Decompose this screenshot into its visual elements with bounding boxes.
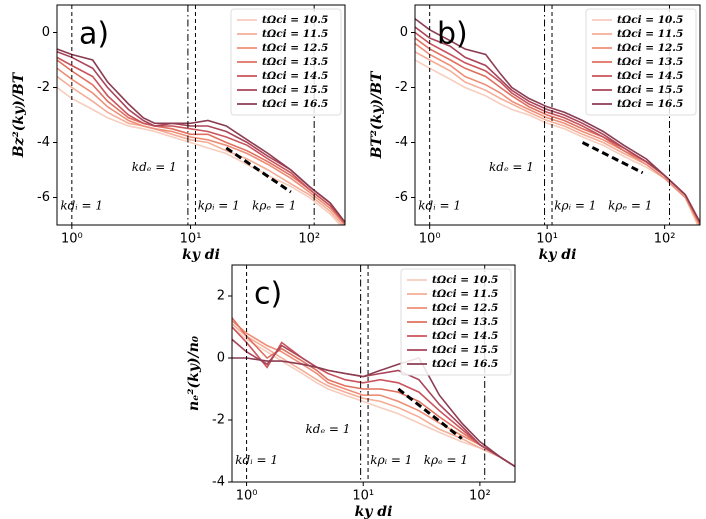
- annotation: kρᵢ = 1: [370, 453, 412, 467]
- annotation: kdᵢ = 1: [60, 198, 103, 212]
- annotation: kdₑ = 1: [306, 422, 351, 436]
- series-line: [415, 18, 700, 223]
- y-tick-label: -2: [395, 80, 408, 95]
- x-axis-label: ky di: [182, 247, 220, 263]
- legend-label: tΩci = 13.5: [617, 56, 683, 68]
- fit-line: [225, 146, 292, 194]
- axes-frame: [231, 264, 516, 483]
- y-tick-label: 2: [217, 289, 225, 304]
- annotation: kρₑ = 1: [252, 198, 296, 212]
- y-axis-label: Bz²(ky)/BT: [11, 71, 27, 158]
- legend-label: tΩci = 11.5: [262, 28, 328, 40]
- x-tick-label: 10⁰: [419, 232, 441, 247]
- x-tick-label: 10²: [654, 232, 676, 247]
- legend-label: tΩci = 13.5: [432, 316, 498, 328]
- x-tick-label: 10⁰: [236, 489, 258, 504]
- y-tick-label: -4: [37, 135, 50, 150]
- legend-box: [230, 8, 342, 116]
- legend-label: tΩci = 12.5: [262, 42, 328, 54]
- plot-area: [232, 265, 515, 482]
- plot-area: [57, 5, 345, 225]
- legend-box: [585, 8, 697, 116]
- fit-line: [397, 387, 463, 440]
- y-axis-label: BT²(ky)/BT: [369, 70, 385, 159]
- legend-label: tΩci = 11.5: [432, 288, 498, 300]
- x-tick-label: 10²: [469, 489, 491, 504]
- y-tick-label: 0: [217, 351, 225, 366]
- series-line: [415, 59, 699, 225]
- x-tick-label: 10²: [298, 232, 320, 247]
- y-tick-label: -6: [395, 190, 408, 205]
- panel-title: a): [79, 17, 109, 52]
- series-line: [415, 26, 700, 223]
- panel-title: c): [254, 277, 282, 312]
- legend-label: tΩci = 11.5: [617, 28, 683, 40]
- legend-label: tΩci = 16.5: [617, 98, 683, 110]
- y-tick-label: -2: [37, 80, 50, 95]
- series-line: [57, 86, 342, 225]
- plot-area: [415, 5, 700, 225]
- legend-label: tΩci = 10.5: [617, 14, 683, 26]
- legend-label: tΩci = 13.5: [262, 56, 328, 68]
- annotation: kρᵢ = 1: [198, 198, 240, 212]
- series-line: [232, 323, 515, 468]
- legend-label: tΩci = 15.5: [617, 84, 683, 96]
- y-tick-label: 0: [42, 25, 50, 40]
- x-tick-label: 10¹: [352, 489, 374, 504]
- series-line: [57, 56, 345, 223]
- x-axis-label: ky di: [355, 504, 393, 519]
- annotation: kdₑ = 1: [489, 160, 534, 174]
- fit-line: [581, 141, 644, 175]
- annotation: kρₑ = 1: [424, 453, 468, 467]
- annotation: kdₑ = 1: [132, 160, 177, 174]
- y-tick-label: -4: [395, 135, 408, 150]
- y-axis-label: nₑ²(ky)/n₀: [186, 336, 202, 411]
- legend-label: tΩci = 14.5: [432, 330, 498, 342]
- series-line: [57, 75, 344, 225]
- series-line: [57, 67, 345, 225]
- annotation: kdᵢ = 1: [418, 198, 461, 212]
- annotation: kdᵢ = 1: [235, 453, 278, 467]
- y-tick-label: -4: [212, 475, 225, 490]
- y-tick-label: 0: [400, 25, 408, 40]
- x-tick-label: 10¹: [180, 232, 202, 247]
- legend-label: tΩci = 10.5: [262, 14, 328, 26]
- annotation: kρₑ = 1: [608, 198, 652, 212]
- y-tick-label: -2: [212, 413, 225, 428]
- series-line: [232, 326, 515, 468]
- x-axis-label: ky di: [539, 247, 577, 263]
- legend-label: tΩci = 14.5: [262, 70, 328, 82]
- legend-label: tΩci = 12.5: [617, 42, 683, 54]
- panel-title: b): [437, 17, 468, 52]
- y-tick-label: -6: [37, 190, 50, 205]
- legend-box: [400, 268, 512, 376]
- legend-label: tΩci = 16.5: [432, 358, 498, 370]
- annotation: kρᵢ = 1: [554, 198, 596, 212]
- axes-frame: [414, 4, 701, 226]
- legend-label: tΩci = 16.5: [262, 98, 328, 110]
- legend-label: tΩci = 15.5: [262, 84, 328, 96]
- x-tick-label: 10¹: [536, 232, 558, 247]
- legend-label: tΩci = 12.5: [432, 302, 498, 314]
- series-line: [232, 357, 515, 468]
- x-tick-label: 10⁰: [61, 232, 83, 247]
- axes-frame: [56, 4, 346, 226]
- legend-label: tΩci = 14.5: [617, 70, 683, 82]
- series-line: [57, 48, 345, 223]
- series-line: [57, 59, 345, 225]
- legend-label: tΩci = 15.5: [432, 344, 498, 356]
- legend-label: tΩci = 10.5: [432, 274, 498, 286]
- series-line: [415, 42, 700, 225]
